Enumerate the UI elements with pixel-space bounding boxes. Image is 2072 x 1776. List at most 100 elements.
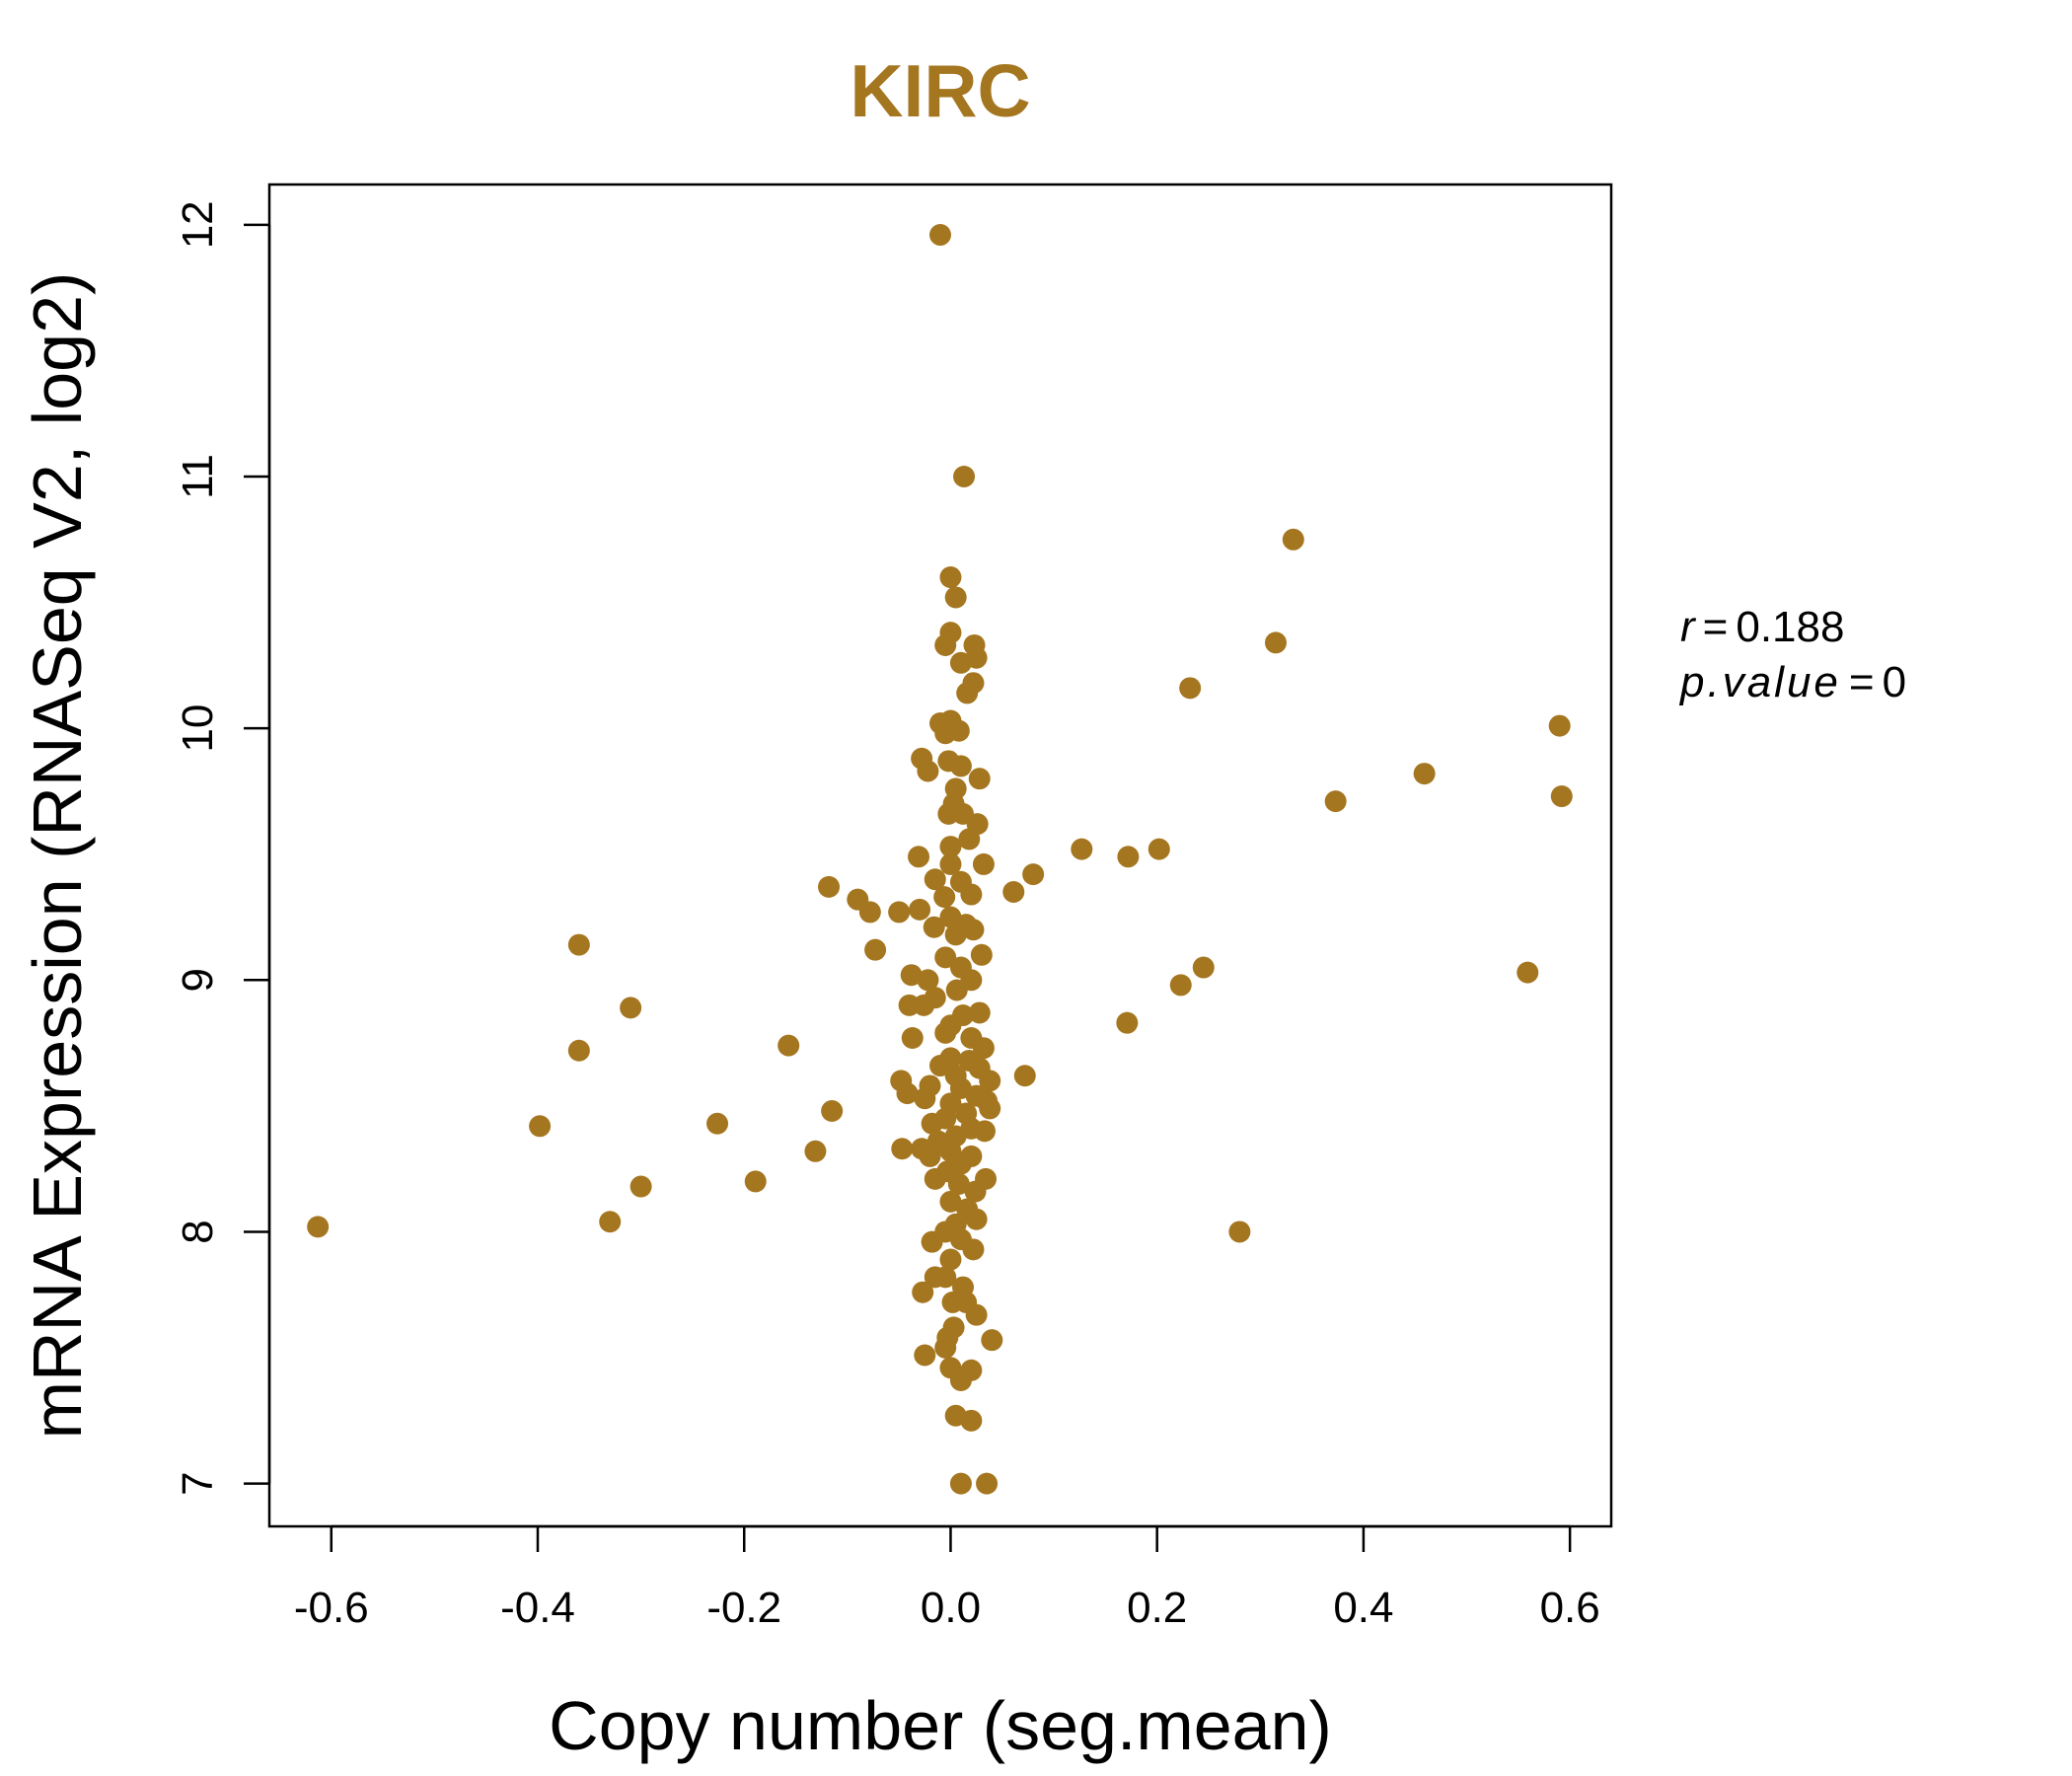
data-point <box>973 1120 996 1143</box>
data-point <box>1147 838 1170 860</box>
data-point <box>1116 1011 1139 1034</box>
r-statistic: r = 0.188 <box>1680 603 1844 651</box>
y-tick-label: 10 <box>174 704 222 753</box>
data-point <box>979 1070 1001 1092</box>
data-point <box>939 852 962 875</box>
data-point <box>944 924 967 946</box>
data-point <box>934 946 957 969</box>
x-tick-label: -0.2 <box>706 1584 781 1632</box>
data-point <box>981 1329 1003 1352</box>
x-axis: -0.6 -0.4 -0.2 0.0 0.2 0.4 0.6 <box>294 1524 1600 1632</box>
data-point <box>567 933 590 956</box>
data-point <box>934 1336 957 1359</box>
data-point <box>960 883 983 906</box>
x-tick-label: 0.4 <box>1333 1584 1393 1632</box>
data-point <box>1550 785 1573 808</box>
data-point <box>939 1190 962 1213</box>
y-axis-label: mRNA Expression (RNASeq V2, log2) <box>19 272 96 1440</box>
data-point <box>529 1115 552 1138</box>
data-point <box>1013 1065 1036 1087</box>
data-point <box>958 828 981 851</box>
p-equals: = <box>1849 658 1875 706</box>
data-point <box>933 886 956 909</box>
data-point <box>968 768 991 790</box>
data-point <box>914 1087 936 1110</box>
data-point <box>947 1172 970 1195</box>
data-point <box>962 1238 985 1261</box>
x-tick-label: 0.6 <box>1540 1584 1600 1632</box>
data-point <box>921 1112 943 1135</box>
y-tick-label: 8 <box>174 1220 222 1243</box>
data-point <box>1548 714 1571 737</box>
p-value: 0 <box>1883 658 1906 706</box>
data-point <box>620 997 642 1019</box>
data-point <box>972 852 995 875</box>
data-point <box>934 633 957 656</box>
data-point <box>864 938 887 961</box>
data-point <box>968 1001 991 1024</box>
data-point <box>912 1281 934 1303</box>
data-point <box>949 1369 972 1392</box>
correlation-stats: r = 0.188 p.value = 0 <box>1678 603 1906 706</box>
data-point <box>917 760 939 782</box>
data-point <box>923 916 945 938</box>
data-point <box>858 901 881 924</box>
data-point <box>1179 677 1202 700</box>
data-point <box>307 1216 330 1238</box>
data-point <box>1002 880 1025 903</box>
x-tick-label: 0.0 <box>921 1584 981 1632</box>
data-point <box>929 1055 951 1077</box>
y-tick-label: 7 <box>174 1471 222 1495</box>
data-point <box>953 465 976 487</box>
data-point <box>908 846 930 868</box>
data-point <box>1282 528 1304 551</box>
data-point <box>599 1211 622 1233</box>
data-point <box>934 1266 957 1289</box>
y-tick-label: 12 <box>174 200 222 249</box>
data-point <box>965 1208 988 1230</box>
data-point <box>960 1409 983 1432</box>
data-point <box>949 651 972 674</box>
data-point <box>947 719 970 742</box>
data-point <box>921 1230 943 1253</box>
data-point <box>1324 790 1347 813</box>
data-point <box>945 979 968 1001</box>
x-tick-label: -0.6 <box>294 1584 369 1632</box>
data-point <box>1022 863 1045 886</box>
data-point <box>937 802 960 825</box>
data-point <box>919 1145 941 1167</box>
x-tick-label: 0.2 <box>1127 1584 1187 1632</box>
data-point <box>1117 846 1140 868</box>
x-tick-label: -0.4 <box>500 1584 575 1632</box>
r-value: 0.188 <box>1736 603 1844 651</box>
data-point <box>949 1472 972 1495</box>
data-point <box>567 1039 590 1062</box>
r-label: r <box>1680 603 1697 651</box>
y-axis: 7 8 9 10 11 12 <box>174 200 271 1496</box>
data-point <box>970 943 993 966</box>
data-point <box>979 1097 1001 1120</box>
p-label: p.value <box>1678 658 1841 706</box>
data-point <box>924 1167 946 1190</box>
data-point <box>629 1175 652 1198</box>
x-axis-label: Copy number (seg.mean) <box>549 1687 1332 1764</box>
data-point <box>888 901 911 924</box>
data-points <box>307 224 1573 1495</box>
data-point <box>891 1138 914 1160</box>
data-point <box>909 898 931 921</box>
data-point <box>821 1099 844 1122</box>
data-point <box>1071 838 1093 860</box>
data-point <box>1517 961 1539 984</box>
data-point <box>949 755 972 777</box>
data-point <box>939 836 962 858</box>
data-point <box>901 1026 924 1049</box>
data-point <box>896 1082 919 1105</box>
data-point <box>972 1037 995 1060</box>
data-point <box>777 1034 800 1057</box>
data-point <box>924 868 946 891</box>
r-equals: = <box>1703 603 1729 651</box>
y-tick-label: 9 <box>174 968 222 992</box>
data-point <box>914 1344 936 1367</box>
data-point <box>1413 763 1436 785</box>
